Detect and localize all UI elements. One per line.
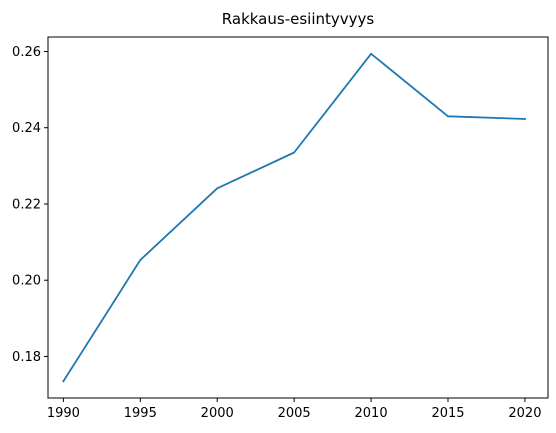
data-point xyxy=(524,118,526,120)
plot-frame xyxy=(47,36,549,399)
x-tick-label: 1995 xyxy=(124,406,157,421)
y-tick-label: 0.20 xyxy=(12,274,41,289)
data-point xyxy=(216,187,219,190)
y-axis: 0.18 0.20 0.22 0.24 0.26 xyxy=(12,45,48,365)
y-tick-label: 0.18 xyxy=(12,350,41,365)
series-layer xyxy=(62,52,526,383)
x-tick-label: 2000 xyxy=(201,406,234,421)
data-point xyxy=(139,259,142,261)
data-point xyxy=(293,151,296,154)
x-tick-label: 2015 xyxy=(431,406,464,421)
x-tick-label: 2005 xyxy=(278,406,311,421)
data-point xyxy=(447,115,449,118)
x-tick-label: 2020 xyxy=(508,406,541,421)
series-line xyxy=(62,52,526,383)
x-tick-label: 1990 xyxy=(47,406,80,421)
chart-title: Rakkaus-esiintyvyys xyxy=(222,10,375,28)
x-axis: 1990 1995 2000 2005 2010 2015 2020 xyxy=(47,398,541,421)
y-tick-label: 0.24 xyxy=(12,121,41,136)
y-tick-label: 0.22 xyxy=(12,197,41,212)
data-point xyxy=(370,52,372,55)
x-tick-label: 2010 xyxy=(355,406,388,421)
y-tick-label: 0.26 xyxy=(12,45,41,60)
data-point xyxy=(62,380,65,383)
